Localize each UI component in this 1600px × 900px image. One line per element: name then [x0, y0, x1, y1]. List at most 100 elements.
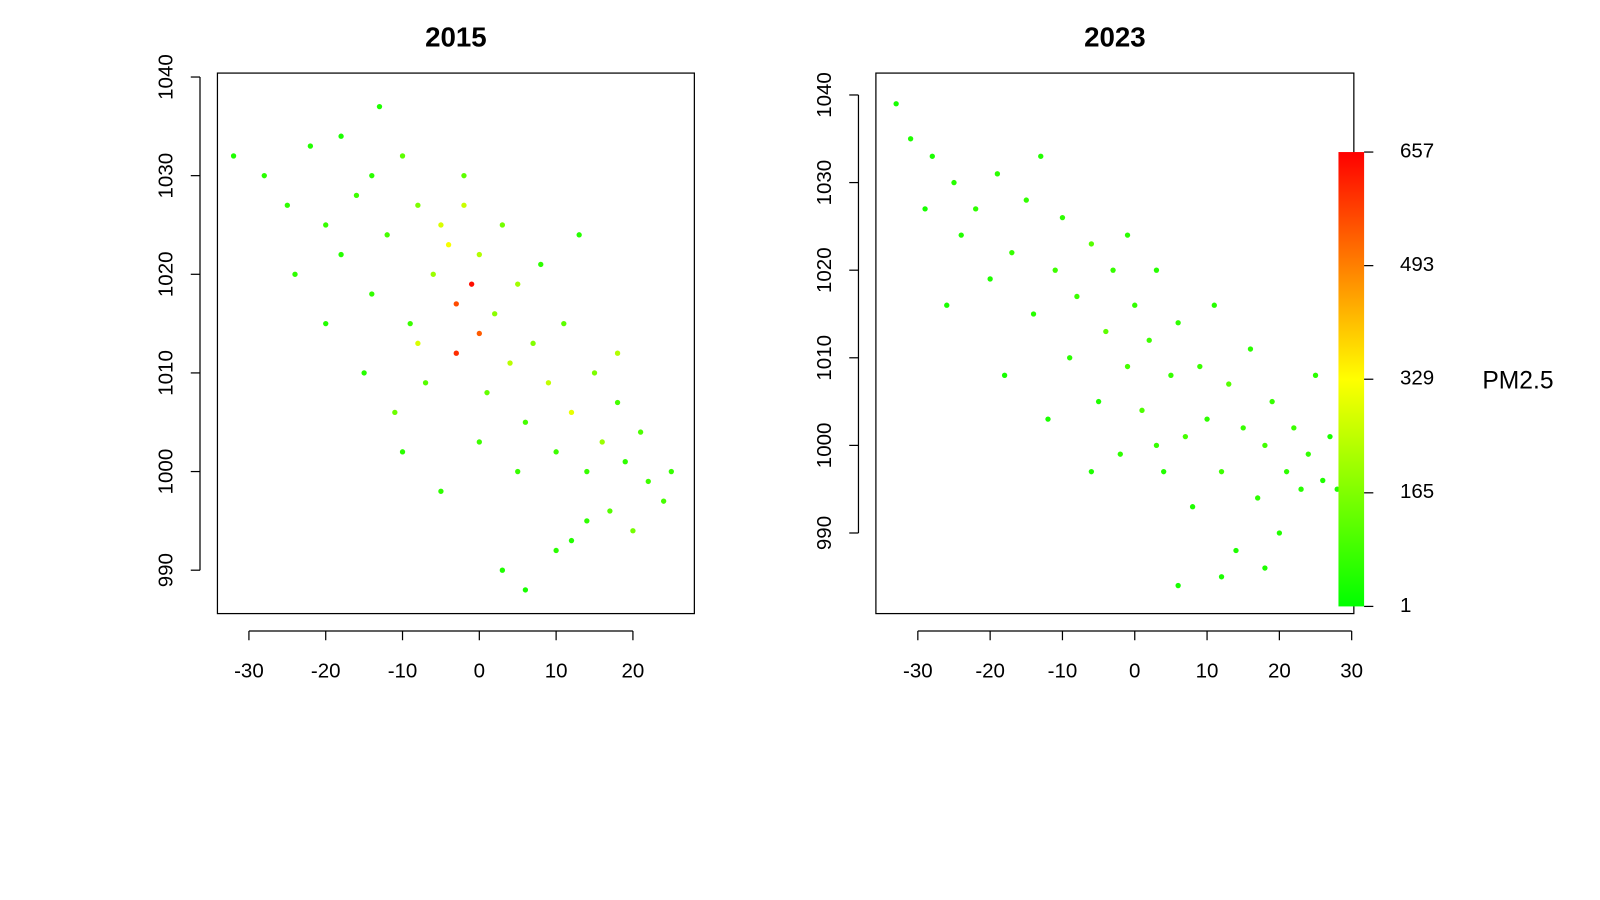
- x-tick-label: -10: [388, 659, 418, 682]
- colorbar-tick-label: 1: [1400, 594, 1411, 617]
- data-point: [492, 311, 498, 317]
- data-point: [951, 179, 957, 186]
- data-point: [522, 587, 529, 593]
- data-point: [376, 103, 383, 110]
- data-point: [499, 222, 506, 228]
- data-point: [1233, 547, 1239, 554]
- data-point: [1269, 398, 1275, 405]
- data-point: [1226, 381, 1232, 387]
- data-point: [1124, 232, 1131, 238]
- data-point: [1009, 249, 1015, 256]
- data-point: [323, 222, 329, 228]
- data-point: [1124, 363, 1131, 370]
- data-point: [430, 271, 436, 277]
- data-point: [353, 192, 360, 199]
- x-tick-label: 0: [474, 659, 485, 682]
- data-point: [369, 291, 375, 297]
- x-tick-label: 10: [545, 659, 568, 682]
- data-point: [415, 340, 421, 346]
- data-point: [561, 320, 567, 327]
- data-point: [484, 389, 490, 396]
- data-point: [1088, 241, 1095, 247]
- data-point: [338, 251, 344, 258]
- data-point: [1132, 302, 1138, 308]
- chart-title: 2015: [425, 22, 487, 53]
- data-point: [1001, 372, 1008, 378]
- data-point: [1197, 363, 1203, 370]
- data-point: [445, 242, 452, 248]
- data-point: [1182, 433, 1189, 440]
- data-point: [614, 350, 621, 356]
- data-point: [369, 172, 375, 179]
- data-point: [1052, 267, 1058, 273]
- colorbar-tick-label: 493: [1400, 253, 1434, 276]
- x-tick-label: -20: [311, 659, 341, 682]
- y-tick-label: 1010: [155, 350, 178, 396]
- data-point: [599, 439, 605, 445]
- data-point: [591, 370, 598, 376]
- data-point: [944, 302, 950, 308]
- data-point: [1059, 214, 1066, 221]
- data-point: [607, 508, 613, 514]
- data-point: [1088, 469, 1095, 475]
- colorbar-label: PM2.5: [1482, 367, 1553, 394]
- data-point: [584, 518, 590, 524]
- data-point: [461, 172, 467, 179]
- data-point: [553, 547, 559, 554]
- data-point: [361, 370, 367, 376]
- y-tick-label: 1000: [813, 423, 836, 469]
- x-tick-label: -20: [975, 659, 1005, 682]
- data-point: [530, 340, 536, 346]
- data-point: [922, 206, 928, 212]
- plot-box: [875, 72, 1355, 615]
- colorbar-tick-label: 329: [1400, 367, 1434, 390]
- data-point: [1153, 442, 1160, 449]
- data-point: [453, 301, 459, 307]
- data-point: [576, 232, 582, 238]
- data-point: [522, 419, 529, 425]
- data-point: [929, 153, 935, 159]
- data-point: [1262, 442, 1268, 449]
- data-point: [284, 202, 290, 208]
- data-point: [307, 143, 314, 149]
- data-point: [973, 206, 979, 212]
- data-point: [1276, 530, 1283, 536]
- data-point: [1095, 398, 1102, 405]
- y-tick-label: 1020: [155, 251, 178, 297]
- data-point: [1074, 293, 1080, 300]
- data-point: [461, 202, 467, 208]
- data-point: [622, 459, 628, 465]
- data-point: [1262, 565, 1268, 571]
- data-point: [392, 409, 398, 416]
- data-point: [1298, 486, 1304, 492]
- data-point: [538, 261, 544, 268]
- data-point: [568, 537, 575, 544]
- data-point: [614, 399, 621, 406]
- data-point: [415, 202, 421, 208]
- colorbar-tick-label: 657: [1400, 139, 1434, 162]
- data-point: [660, 498, 667, 504]
- data-point: [630, 528, 636, 534]
- data-point: [1110, 267, 1116, 273]
- chart-title: 2023: [1084, 22, 1146, 53]
- data-point: [1139, 407, 1145, 414]
- data-point: [1038, 153, 1044, 159]
- data-point: [1023, 197, 1029, 203]
- colorbar-tick-label: 165: [1400, 480, 1434, 503]
- data-point: [515, 281, 521, 287]
- data-point: [1168, 372, 1174, 378]
- data-point: [476, 439, 482, 445]
- data-point: [645, 478, 651, 485]
- data-point: [1161, 469, 1167, 475]
- x-tick-label: 20: [1268, 659, 1291, 682]
- data-point: [1211, 302, 1217, 308]
- y-tick-label: 1030: [155, 153, 178, 199]
- data-point: [1312, 372, 1319, 378]
- y-tick-label: 1030: [813, 160, 836, 206]
- x-tick-label: 20: [622, 659, 645, 682]
- data-point: [994, 171, 1001, 177]
- x-tick-label: -30: [234, 659, 264, 682]
- plot-box: [216, 72, 695, 615]
- data-point: [292, 271, 298, 277]
